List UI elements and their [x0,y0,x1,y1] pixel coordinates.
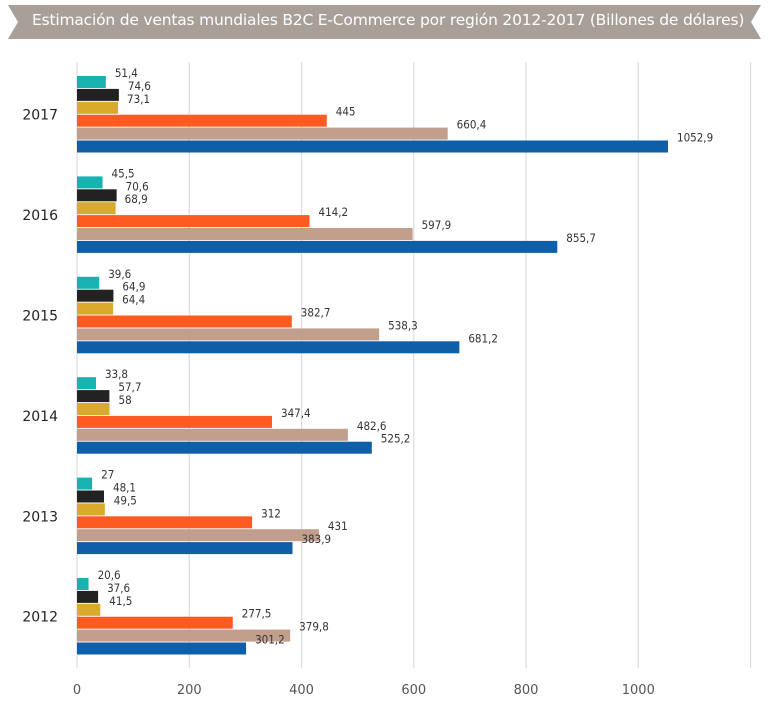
bar-2013-s3 [77,503,105,516]
data-label: 27 [101,468,114,482]
data-label: 445 [336,105,356,119]
data-label: 70,6 [126,179,149,193]
data-label: 33,8 [105,367,128,381]
bar-2017-s2 [77,88,119,101]
data-label: 68,9 [125,192,148,206]
x-tick-label: 0 [73,683,81,698]
category-label-2017: 2017 [22,108,58,124]
category-label-2013: 2013 [22,509,58,525]
category-label-2014: 2014 [22,409,58,425]
bar-2013-s5 [77,529,319,542]
bar-2017-s4 [77,114,327,127]
bar-2013-s2 [77,490,104,503]
bar-2012-s2 [77,590,99,603]
bar-2017-s3 [77,101,119,114]
data-label: 51,4 [115,66,138,80]
data-label: 58 [119,393,132,407]
bar-2016-s4 [77,215,310,228]
data-label: 1052,9 [677,131,713,145]
bar-2015-s5 [77,328,380,341]
bar-2012-s1 [77,578,89,590]
bar-2014-s2 [77,390,110,403]
data-label: 379,8 [299,620,329,634]
data-label: 347,4 [281,406,311,420]
data-label: 74,6 [128,79,151,93]
bar-2016-s1 [77,176,103,189]
bar-2012-s6 [77,642,247,655]
bar-2015-s3 [77,302,114,315]
data-label: 538,3 [388,318,418,332]
bar-2014-s6 [77,441,372,454]
data-label: 383,9 [301,532,331,546]
bar-2012-s3 [77,603,101,616]
bar-2013-s6 [77,542,293,555]
x-tick-label: 200 [177,683,202,698]
data-label: 681,2 [468,331,498,345]
data-label: 37,6 [107,581,130,595]
data-label: 382,7 [301,306,331,320]
title-banner: Estimación de ventas mundiales B2C E-Com… [0,0,769,44]
bar-2014-s5 [77,428,348,441]
x-tick-label: 800 [514,683,539,698]
data-label: 431 [328,519,348,533]
data-label: 660,4 [457,118,487,132]
data-label: 57,7 [118,380,141,394]
bar-2016-s6 [77,240,558,253]
data-label: 20,6 [98,568,121,582]
data-label: 525,2 [381,432,411,446]
data-label: 312 [261,506,281,520]
category-label-2012: 2012 [22,610,58,626]
data-label: 482,6 [357,419,387,433]
bar-2017-s1 [77,76,106,88]
bar-2016-s5 [77,228,413,240]
bar-2015-s2 [77,289,114,302]
bar-2014-s1 [77,377,96,390]
bar-2012-s5 [77,629,291,642]
category-label-2016: 2016 [22,208,58,224]
x-tick-label: 600 [401,683,426,698]
bar-2012-s4 [77,616,233,629]
data-label: 277,5 [242,607,272,621]
bar-2017-s6 [77,140,668,153]
data-label: 414,2 [318,205,348,219]
data-label: 855,7 [566,231,596,245]
bar-2013-s4 [77,516,253,529]
bar-2016-s2 [77,189,117,202]
data-label: 48,1 [113,481,136,495]
bar-2014-s3 [77,403,110,415]
data-label: 301,2 [255,633,285,647]
category-label-2015: 2015 [22,309,58,325]
x-tick-label: 1000 [622,683,655,698]
data-label: 64,9 [122,280,145,294]
data-label: 39,6 [108,267,131,281]
data-label: 73,1 [127,92,150,106]
data-label: 41,5 [109,594,132,608]
data-label: 45,5 [112,166,135,180]
bar-2015-s6 [77,341,460,354]
bar-2014-s4 [77,415,272,428]
title-banner-shape [8,5,761,39]
data-label: 597,9 [422,218,452,232]
data-label: 49,5 [114,493,137,507]
data-label: 64,4 [122,293,145,307]
chart-title: Estimación de ventas mundiales B2C E-Com… [32,11,745,29]
bar-2016-s3 [77,202,116,215]
bar-2015-s4 [77,315,292,328]
bar-2017-s5 [77,127,448,140]
x-tick-label: 400 [289,683,314,698]
bar-2013-s1 [77,477,93,490]
bar-2015-s1 [77,276,100,289]
